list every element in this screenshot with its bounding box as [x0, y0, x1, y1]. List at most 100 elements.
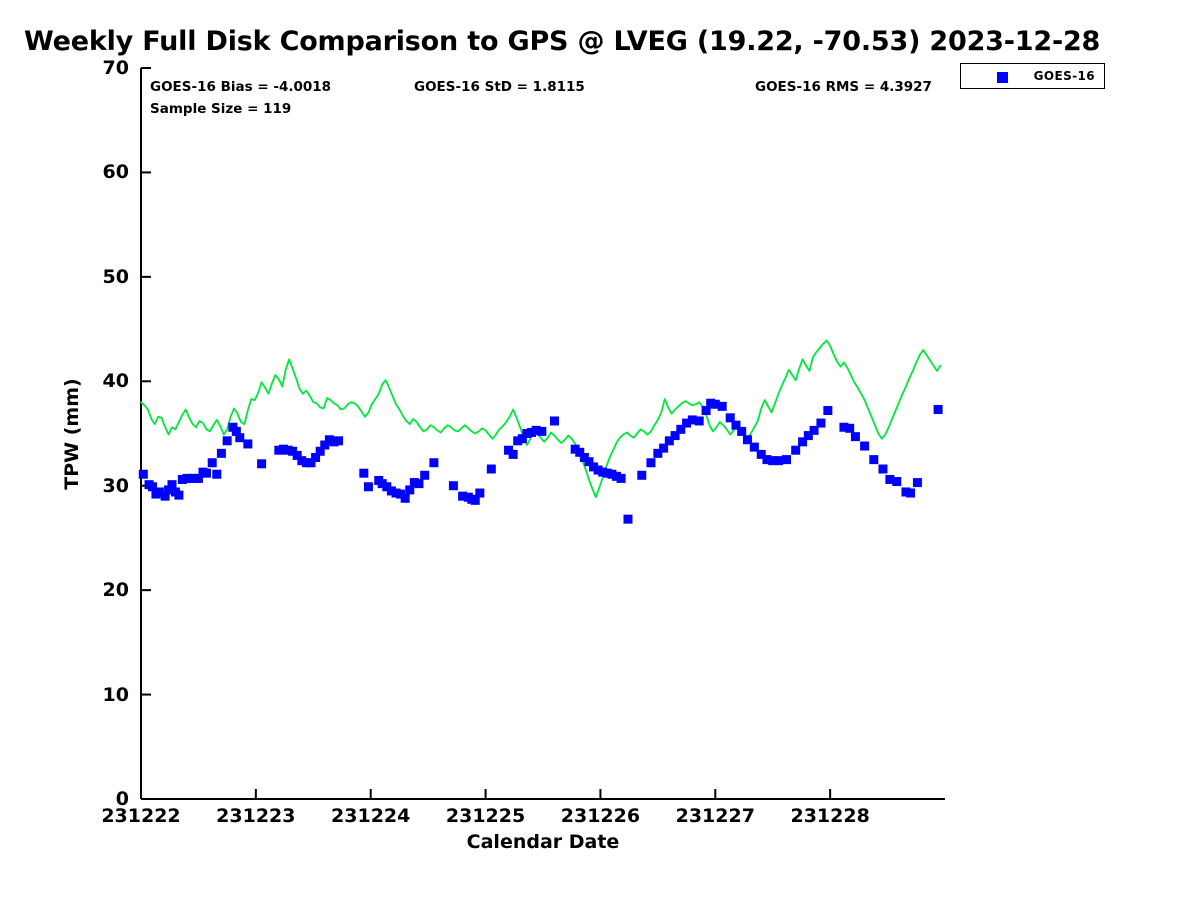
- scatter-point: [646, 458, 656, 468]
- scatter-point: [315, 446, 325, 456]
- scatter-point: [575, 447, 585, 457]
- scatter-point: [694, 416, 704, 426]
- scatter-point: [845, 423, 855, 433]
- scatter-point: [243, 439, 253, 449]
- scatter-point: [324, 435, 334, 445]
- scatter-point: [823, 406, 833, 416]
- scatter-point: [901, 487, 911, 497]
- y-tick-label: 10: [102, 683, 129, 706]
- scatter-point: [193, 473, 203, 483]
- scatter-point: [878, 464, 888, 474]
- scatter-point: [167, 480, 177, 490]
- scatter-point: [508, 449, 518, 459]
- scatter-point: [892, 477, 902, 487]
- scatter-point: [809, 425, 819, 435]
- scatter-point: [164, 485, 174, 495]
- scatter-point: [517, 434, 527, 444]
- scatter-point: [664, 436, 674, 446]
- scatter-point: [207, 458, 217, 468]
- y-axis-ticks: [141, 67, 151, 800]
- legend[interactable]: GOES-16: [960, 63, 1105, 89]
- gps-reference-line: [140, 339, 942, 499]
- scatter-point: [860, 441, 870, 451]
- x-tick-label: 231228: [790, 805, 870, 827]
- scatter-point: [386, 486, 396, 496]
- scatter-point: [147, 482, 157, 492]
- scatter-point: [363, 482, 373, 492]
- scatter-point: [231, 426, 241, 436]
- page-title: Weekly Full Disk Comparison to GPS @ LVE…: [24, 26, 1101, 57]
- scatter-point: [906, 488, 916, 498]
- scatter-point: [612, 471, 622, 481]
- y-tick-label: 30: [102, 474, 129, 497]
- scatter-point: [154, 487, 164, 497]
- scatter-point: [311, 453, 321, 463]
- scatter-point: [504, 445, 514, 455]
- scatter-point: [885, 474, 895, 484]
- scatter-point: [531, 425, 541, 435]
- scatter-point: [782, 455, 791, 465]
- scatter-point: [616, 473, 626, 483]
- scatter-point: [513, 436, 523, 446]
- scatter-point: [334, 436, 344, 446]
- axes: [140, 68, 945, 800]
- x-tick-label: 231223: [216, 805, 296, 827]
- scatter-point: [607, 469, 617, 479]
- scatter-point: [570, 444, 580, 454]
- goes16-scatter-points: [138, 398, 943, 524]
- scatter-point: [174, 490, 184, 500]
- scatter-point: [742, 435, 752, 445]
- scatter-point: [320, 440, 330, 450]
- scatter-point: [522, 429, 532, 438]
- scatter-point: [222, 436, 232, 446]
- y-tick-label: 50: [102, 265, 129, 288]
- x-axis-title: Calendar Date: [466, 831, 620, 853]
- scatter-point: [329, 437, 339, 447]
- scatter-point: [396, 489, 406, 499]
- scatter-point: [391, 488, 401, 498]
- scatter-point: [382, 482, 392, 492]
- scatter-point: [737, 426, 747, 436]
- scatter-point: [798, 437, 808, 447]
- gps-polyline: [140, 339, 942, 499]
- legend-swatch-goes16-icon: [997, 72, 1008, 83]
- scatter-point: [869, 455, 879, 465]
- x-axis-ticks: [140, 789, 832, 799]
- scatter-point: [429, 458, 439, 468]
- scatter-point: [274, 445, 284, 455]
- stat-std: GOES-16 StD = 1.8115: [414, 79, 585, 95]
- scatter-point: [177, 474, 187, 484]
- scatter-point: [637, 470, 647, 480]
- x-tick-label: 231227: [675, 805, 755, 827]
- y-tick-label: 60: [102, 161, 129, 184]
- scatter-point: [235, 433, 245, 443]
- scatter-point: [773, 456, 783, 466]
- scatter-point: [377, 479, 387, 489]
- scatter-point: [297, 456, 307, 466]
- scatter-point: [816, 418, 826, 428]
- scatter-point: [659, 443, 669, 453]
- scatter-point: [701, 406, 711, 416]
- scatter-point: [306, 458, 316, 468]
- scatter-point: [475, 488, 485, 498]
- scatter-point: [420, 470, 430, 480]
- scatter-point: [593, 465, 603, 475]
- scatter-point: [602, 468, 612, 478]
- y-tick-label: 40: [102, 370, 129, 393]
- scatter-point: [762, 455, 772, 465]
- scatter-point: [189, 473, 199, 483]
- stat-bias: GOES-16 Bias = -4.0018: [150, 79, 332, 95]
- scatter-point: [850, 432, 860, 442]
- scatter-point: [278, 444, 288, 454]
- scatter-point: [653, 448, 663, 458]
- scatter-point: [400, 493, 410, 503]
- scatter-point: [201, 468, 211, 478]
- scatter-point: [414, 479, 424, 489]
- scatter-point: [584, 457, 594, 467]
- y-tick-label: 70: [102, 57, 129, 79]
- scatter-point: [292, 450, 302, 460]
- y-axis-title: TPW (mm): [61, 378, 83, 490]
- scatter-point: [470, 495, 480, 505]
- scatter-point: [160, 491, 170, 501]
